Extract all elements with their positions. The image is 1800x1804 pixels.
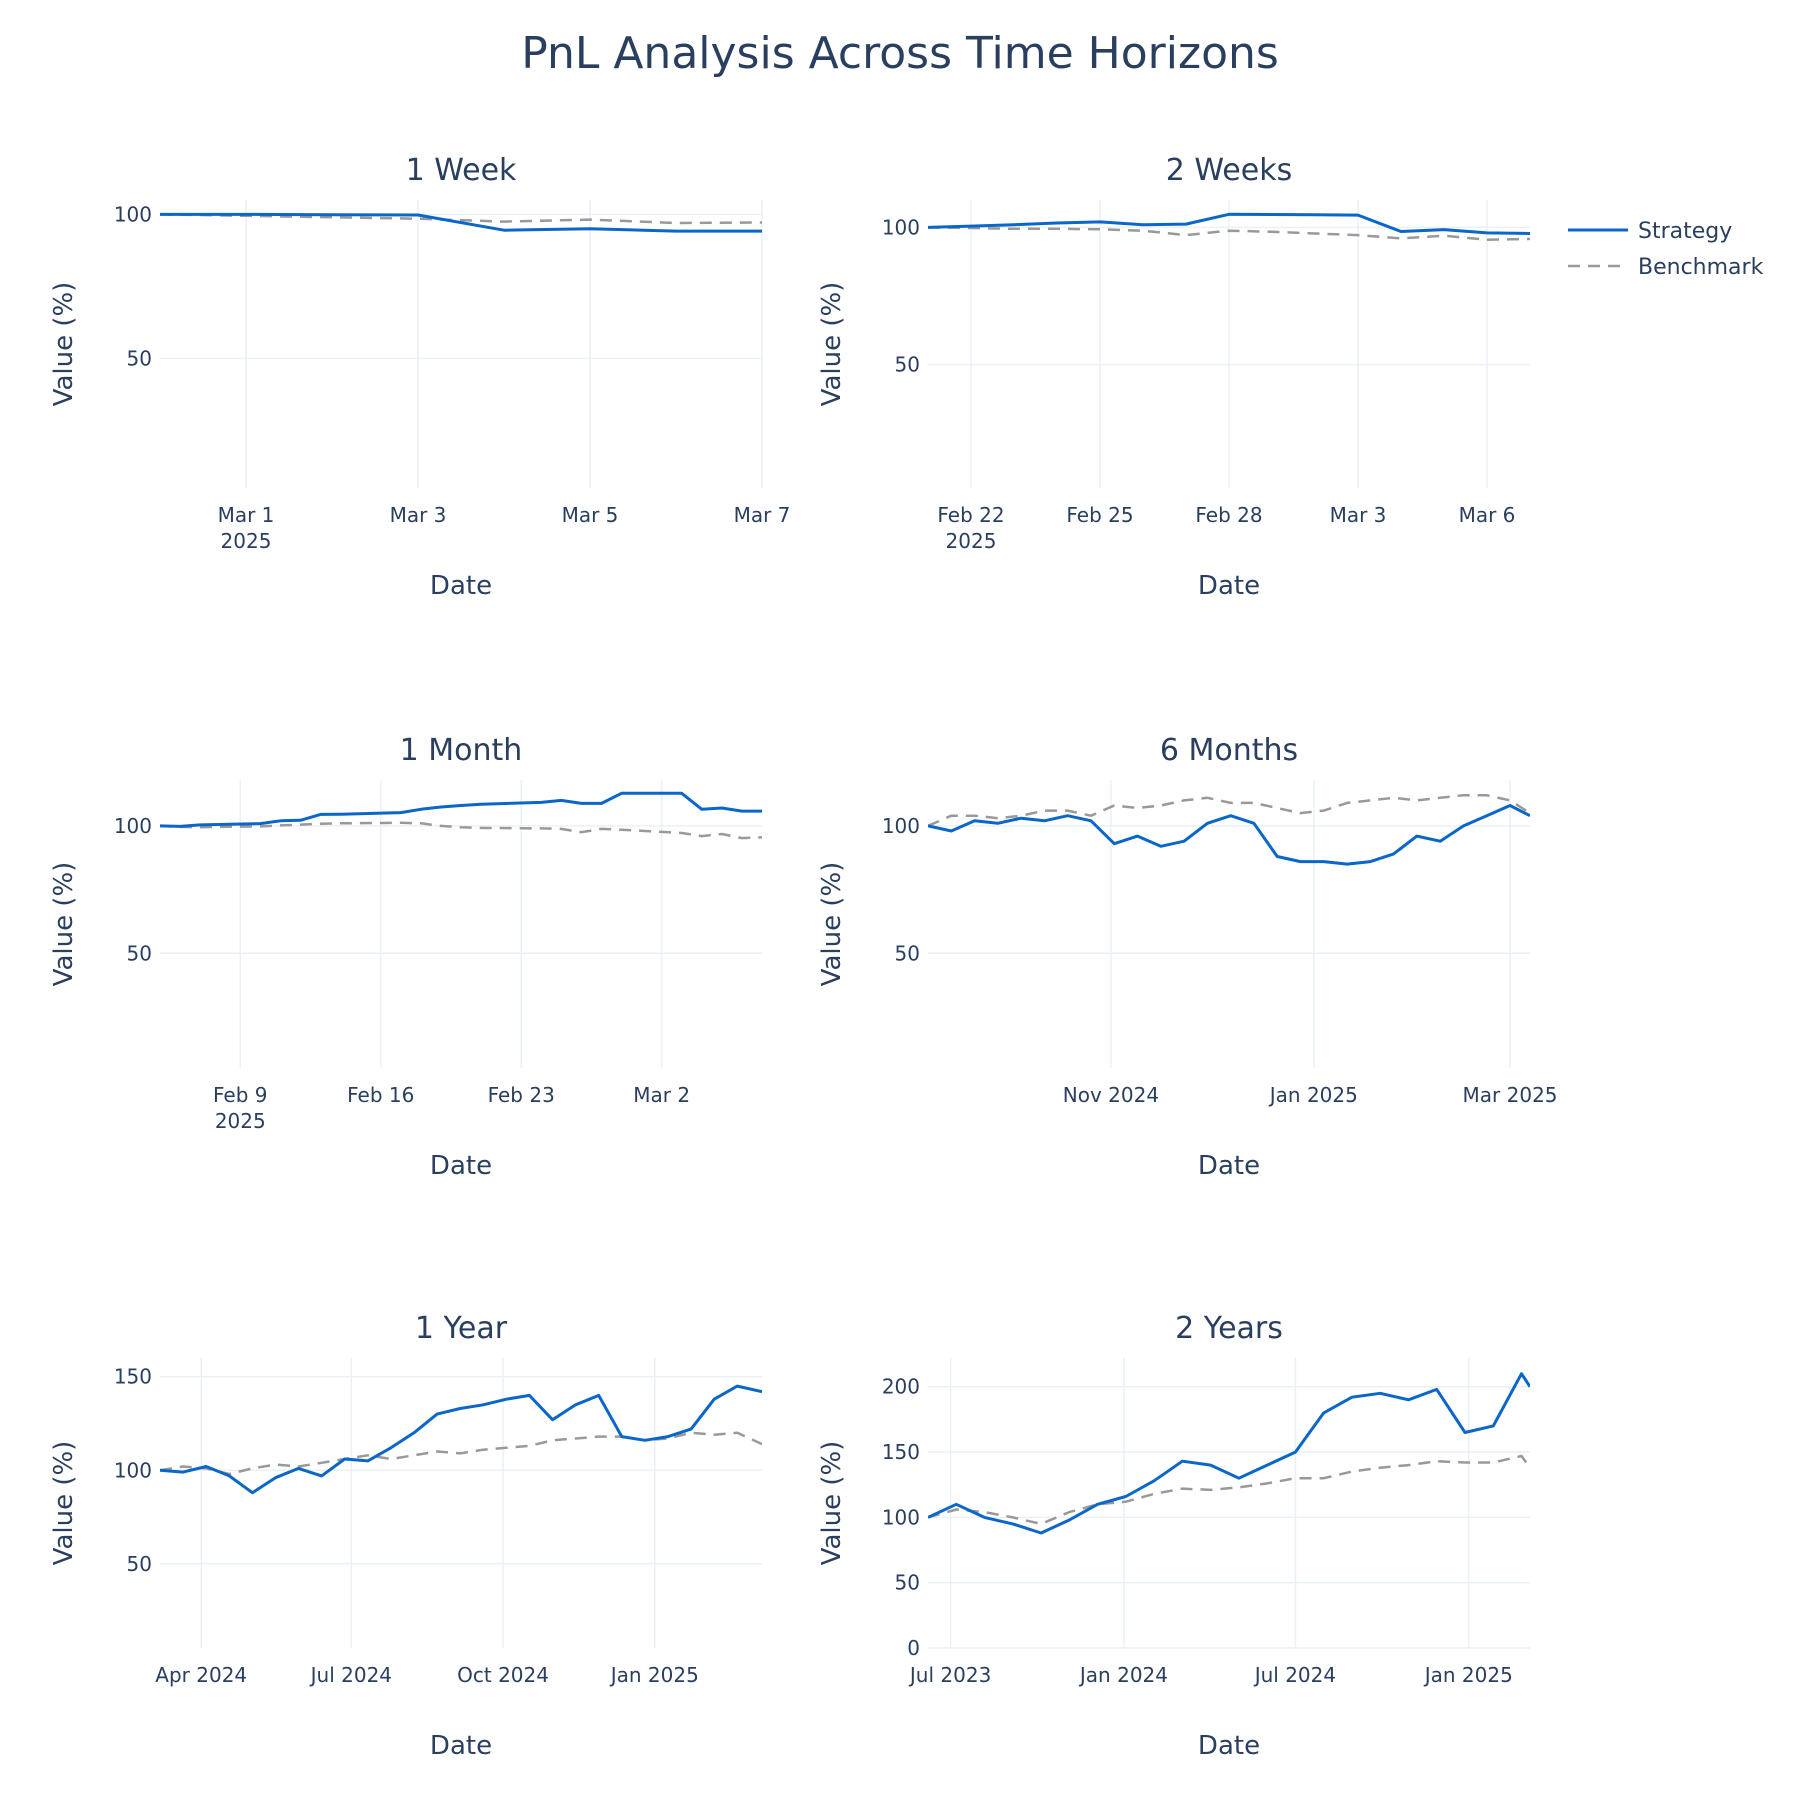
x-tick-label: Nov 2024 (1063, 1083, 1159, 1107)
x-tick-label: Feb 28 (1195, 503, 1262, 527)
y-axis-title: Value (%) (49, 282, 79, 407)
y-tick-label: 50 (895, 1571, 920, 1595)
y-tick-label: 150 (114, 1365, 152, 1389)
x-tick-label: Mar 6 (1459, 503, 1516, 527)
x-tick-label: Jul 2023 (908, 1663, 991, 1687)
x-tick-label: Mar 7 (734, 503, 791, 527)
x-tick-label: Mar 3 (390, 503, 447, 527)
series-line-strategy[interactable] (928, 1372, 1530, 1535)
y-tick-label: 50 (127, 1552, 152, 1576)
x-tick-label: Mar 5 (562, 503, 619, 527)
subplot-6: Jul 2023 Jan 2024 Jul 2024 Jan 2025 0 50 100 15… (817, 1311, 1530, 1761)
y-axis-title: Value (%) (49, 1441, 79, 1566)
subplot-title: 6 Months (1160, 733, 1298, 768)
subplot-4: Nov 2024 Jan 2025 Mar 2025 50 100 6 Months Dat… (817, 733, 1558, 1181)
series-line-benchmark[interactable] (928, 226, 1530, 242)
y-tick-label: 150 (882, 1440, 920, 1464)
y-tick-label: 100 (882, 814, 920, 838)
y-axis-title: Value (%) (817, 282, 847, 407)
x-axis-title: Date (1198, 1731, 1260, 1761)
legend-label: Benchmark (1638, 255, 1764, 280)
subplot-title: 1 Week (406, 153, 517, 188)
x-tick-label: Mar 2 (633, 1083, 690, 1107)
x-tick-label: Jul 2024 (309, 1663, 392, 1687)
y-tick-label: 100 (882, 215, 920, 239)
subplot-5: Apr 2024 Jul 2024 Oct 2024 Jan 2025 50 100 150… (49, 1311, 762, 1761)
legend-item-benchmark[interactable]: Benchmark (1568, 255, 1764, 280)
x-tick-label: Apr 2024 (155, 1663, 247, 1687)
series-line-benchmark[interactable] (160, 821, 762, 840)
legend-label: Strategy (1638, 219, 1732, 244)
x-axis-title: Date (1198, 1151, 1260, 1181)
series-line-strategy[interactable] (160, 212, 762, 233)
x-axis-title: Date (430, 571, 492, 601)
subplot-title: 2 Years (1175, 1311, 1283, 1346)
series-line-strategy[interactable] (160, 791, 762, 828)
y-axis-title: Value (%) (49, 862, 79, 987)
y-axis-title: Value (%) (817, 862, 847, 987)
y-tick-label: 50 (127, 941, 152, 965)
x-axis-title: Date (430, 1151, 492, 1181)
figure-title: PnL Analysis Across Time Horizons (521, 28, 1279, 79)
series-line-strategy[interactable] (928, 804, 1530, 866)
x-tick-label: Feb 16 (347, 1083, 414, 1107)
x-tick-label: Jan 2024 (1078, 1663, 1168, 1687)
series-line-benchmark[interactable] (928, 1454, 1530, 1526)
x-tick-label: Feb 25 (1066, 503, 1133, 527)
y-tick-label: 50 (895, 353, 920, 377)
y-tick-label: 100 (114, 202, 152, 226)
subplot-title: 2 Weeks (1166, 153, 1292, 188)
y-tick-label: 100 (114, 814, 152, 838)
subplot-title: 1 Month (400, 733, 523, 768)
series-line-benchmark[interactable] (928, 794, 1530, 828)
y-tick-label: 0 (907, 1636, 920, 1660)
y-tick-label: 200 (882, 1375, 920, 1399)
series-line-strategy[interactable] (160, 1384, 762, 1495)
legend-item-strategy[interactable]: Strategy (1568, 219, 1732, 244)
y-tick-label: 100 (882, 1505, 920, 1529)
x-tick-label: Mar 3 (1330, 503, 1387, 527)
series-line-strategy[interactable] (928, 212, 1530, 235)
x-tick-label: Feb 9 (213, 1083, 268, 1107)
x-tick-label: Feb 22 (937, 503, 1004, 527)
x-tick-label: Jul 2024 (1253, 1663, 1336, 1687)
series-line-benchmark[interactable] (160, 213, 762, 225)
x-tick-label: Jan 2025 (1423, 1663, 1513, 1687)
x-tick-year-label: 2025 (221, 529, 272, 553)
x-axis-title: Date (430, 1731, 492, 1761)
y-axis-title: Value (%) (817, 1441, 847, 1566)
x-tick-year-label: 2025 (215, 1109, 266, 1133)
x-tick-label: Oct 2024 (457, 1663, 549, 1687)
series-line-benchmark[interactable] (160, 1431, 762, 1476)
y-tick-label: 50 (895, 941, 920, 965)
y-tick-label: 100 (114, 1458, 152, 1482)
x-tick-label: Jan 2025 (1268, 1083, 1358, 1107)
x-tick-label: Feb 23 (488, 1083, 555, 1107)
x-tick-label: Mar 1 (218, 503, 275, 527)
x-tick-year-label: 2025 (946, 529, 997, 553)
x-tick-label: Mar 2025 (1463, 1083, 1558, 1107)
x-tick-label: Jan 2025 (609, 1663, 699, 1687)
x-axis-title: Date (1198, 571, 1260, 601)
legend[interactable]: Strategy Benchmark (1568, 219, 1764, 280)
subplot-title: 1 Year (415, 1311, 508, 1346)
y-tick-label: 50 (127, 346, 152, 370)
